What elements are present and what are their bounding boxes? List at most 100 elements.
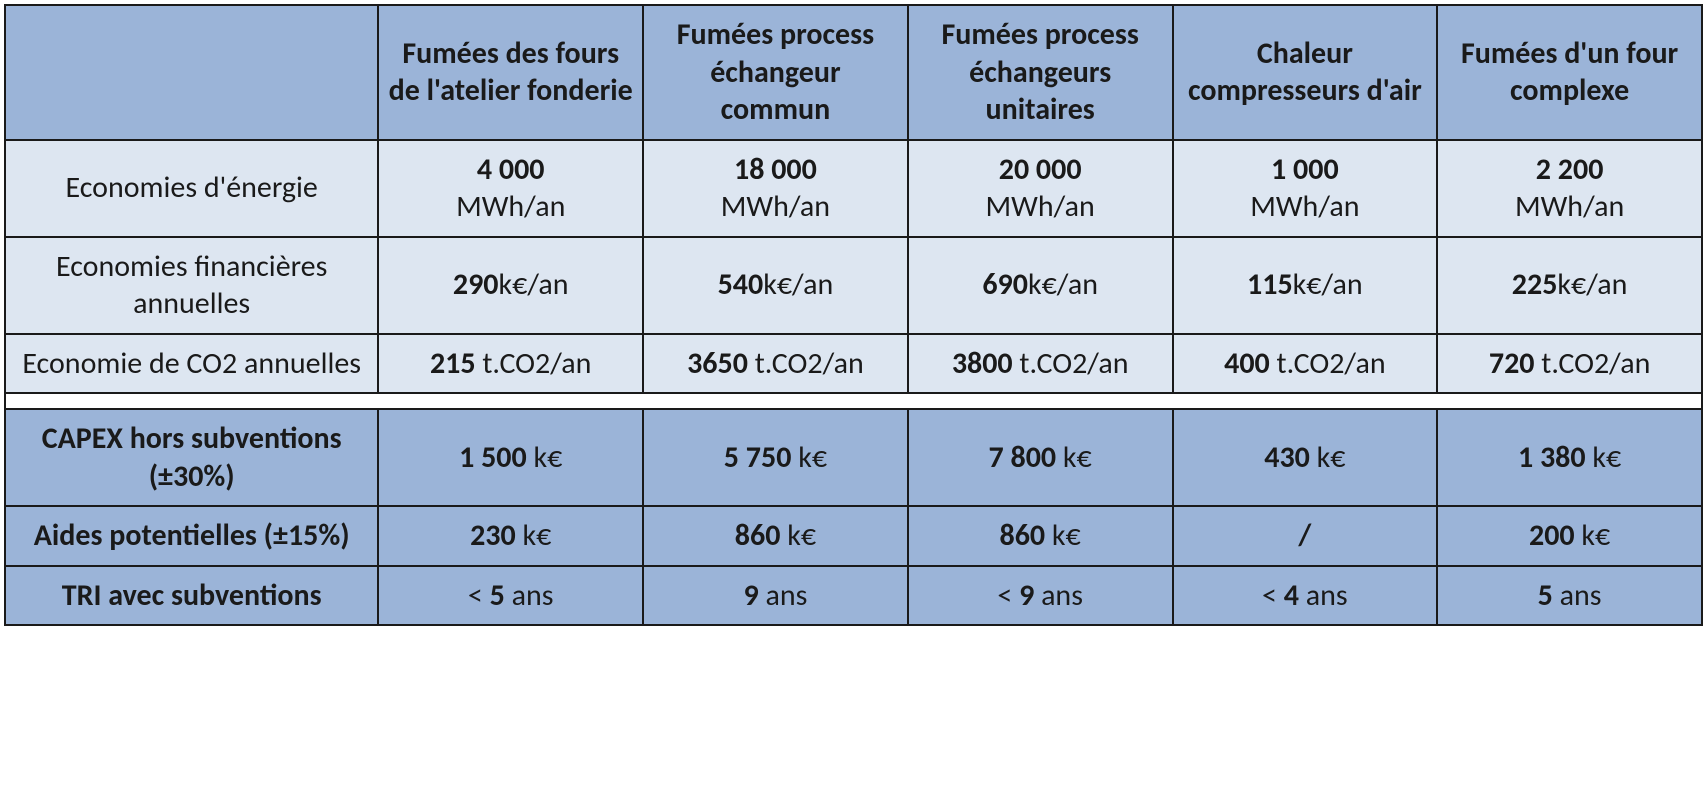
cell-value: 540 [718, 266, 764, 303]
cell-value: 5 750 [724, 439, 792, 476]
cell-prefix: < [1262, 577, 1284, 614]
row-subsidies: Aides potentielles (±15%) 230 k€ 860 k€ … [5, 506, 1702, 566]
cell-value: 860 [1000, 517, 1046, 554]
cell-unit: t.CO2/an [1270, 345, 1386, 382]
cell-unit: k€ [1575, 517, 1611, 554]
cell-value: 690 [982, 266, 1028, 303]
cell: 225k€/an [1437, 237, 1702, 334]
header-blank [5, 5, 378, 140]
cell: 690k€/an [908, 237, 1173, 334]
row-label: TRI avec subventions [5, 566, 378, 626]
col-header: Chaleur compresseurs d'air [1173, 5, 1438, 140]
cell-value: 3650 [687, 345, 748, 382]
cell-unit: k€ [1310, 439, 1346, 476]
cell: 1 000MWh/an [1173, 140, 1438, 237]
cell-value: 115 [1247, 266, 1293, 303]
cell: 7 800 k€ [908, 409, 1173, 506]
table-header-row: Fumées des fours de l'atelier fonderie F… [5, 5, 1702, 140]
col-header: Fumées des fours de l'atelier fonderie [378, 5, 643, 140]
cell-unit: MWh/an [721, 188, 830, 225]
cell: < 5 ans [378, 566, 643, 626]
cell: 215 t.CO2/an [378, 334, 643, 394]
col-header: Fumées d'un four complexe [1437, 5, 1702, 140]
cell-unit: k€/an [1028, 266, 1098, 303]
row-label: Economies financières annuelles [5, 237, 378, 334]
cell-unit: ans [759, 577, 808, 614]
cell: 200 k€ [1437, 506, 1702, 566]
cell-unit: k€ [780, 517, 816, 554]
cell-unit: t.CO2/an [748, 345, 864, 382]
col-header: Fumées process échangeur commun [643, 5, 908, 140]
cell: 9 ans [643, 566, 908, 626]
cell-value: 3800 [952, 345, 1013, 382]
row-capex: CAPEX hors subventions (±30%) 1 500 k€ 5… [5, 409, 1702, 506]
row-label: CAPEX hors subventions (±30%) [5, 409, 378, 506]
cell-unit: MWh/an [1515, 188, 1624, 225]
row-roi: TRI avec subventions < 5 ans 9 ans < 9 a… [5, 566, 1702, 626]
cell-value: 4 [1284, 577, 1299, 614]
savings-comparison-table: Fumées des fours de l'atelier fonderie F… [4, 4, 1703, 626]
cell: 5 750 k€ [643, 409, 908, 506]
cell: 20 000MWh/an [908, 140, 1173, 237]
cell-value: / [1298, 517, 1311, 554]
col-header: Fumées process échangeurs unitaires [908, 5, 1173, 140]
cell: < 9 ans [908, 566, 1173, 626]
cell: 3800 t.CO2/an [908, 334, 1173, 394]
cell-unit: MWh/an [986, 188, 1095, 225]
cell-value: 290 [453, 266, 499, 303]
cell-unit: k€ [1056, 439, 1092, 476]
cell: 720 t.CO2/an [1437, 334, 1702, 394]
cell: < 4 ans [1173, 566, 1438, 626]
cell-value: 1 500 [459, 439, 527, 476]
cell-unit: k€ [527, 439, 563, 476]
row-label: Economie de CO2 annuelles [5, 334, 378, 394]
cell-value: 430 [1264, 439, 1310, 476]
cell-prefix: < [997, 577, 1019, 614]
cell: 5 ans [1437, 566, 1702, 626]
cell-value: 230 [470, 517, 516, 554]
cell-unit: k€/an [1557, 266, 1627, 303]
cell-unit: ans [1034, 577, 1083, 614]
cell-value: 20 000 [999, 151, 1082, 188]
row-label: Aides potentielles (±15%) [5, 506, 378, 566]
cell: 430 k€ [1173, 409, 1438, 506]
cell: 4 000MWh/an [378, 140, 643, 237]
cell-value: 5 [1538, 577, 1553, 614]
cell-unit: t.CO2/an [476, 345, 592, 382]
cell-value: 400 [1224, 345, 1270, 382]
cell-unit: ans [505, 577, 554, 614]
cell: 860 k€ [908, 506, 1173, 566]
cell-unit: k€/an [499, 266, 569, 303]
cell-unit: k€ [1045, 517, 1081, 554]
cell-value: 2 200 [1536, 151, 1604, 188]
cell-value: 5 [490, 577, 505, 614]
row-co2-savings: Economie de CO2 annuelles 215 t.CO2/an 3… [5, 334, 1702, 394]
row-energy-savings: Economies d'énergie 4 000MWh/an 18 000MW… [5, 140, 1702, 237]
cell: 230 k€ [378, 506, 643, 566]
cell-unit: k€ [791, 439, 827, 476]
cell-value: 720 [1489, 345, 1535, 382]
cell: 3650 t.CO2/an [643, 334, 908, 394]
cell-unit: k€/an [763, 266, 833, 303]
cell-value: 7 800 [989, 439, 1057, 476]
cell-value: 9 [1019, 577, 1034, 614]
cell-value: 1 000 [1271, 151, 1339, 188]
cell-value: 4 000 [477, 151, 545, 188]
cell: 1 500 k€ [378, 409, 643, 506]
cell: 540k€/an [643, 237, 908, 334]
cell: 400 t.CO2/an [1173, 334, 1438, 394]
cell: 290k€/an [378, 237, 643, 334]
cell: 115k€/an [1173, 237, 1438, 334]
cell-unit: MWh/an [456, 188, 565, 225]
cell-unit: MWh/an [1250, 188, 1359, 225]
cell-value: 860 [735, 517, 781, 554]
cell: 860 k€ [643, 506, 908, 566]
section-spacer [5, 393, 1702, 409]
cell-unit: k€ [516, 517, 552, 554]
cell-value: 200 [1529, 517, 1575, 554]
cell-value: 225 [1512, 266, 1558, 303]
row-label: Economies d'énergie [5, 140, 378, 237]
cell-unit: ans [1553, 577, 1602, 614]
cell: 1 380 k€ [1437, 409, 1702, 506]
cell-value: 9 [743, 577, 758, 614]
